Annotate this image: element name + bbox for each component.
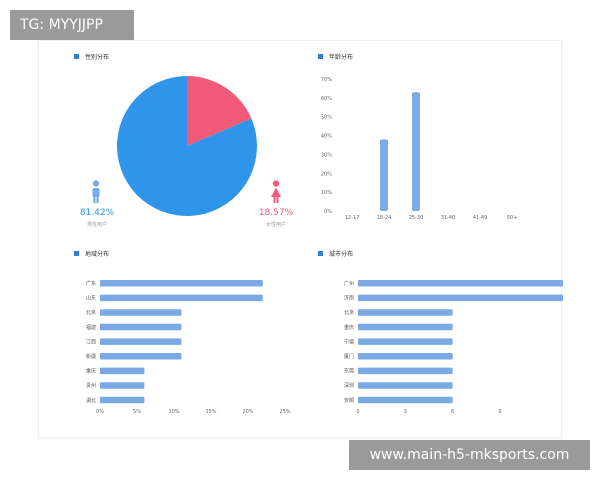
female-caption: 女性用户: [265, 222, 286, 228]
city-category-label: 广州: [344, 280, 354, 287]
city-xtick-label: 3: [404, 409, 407, 415]
region-title-text: 地域分布: [85, 251, 110, 258]
age-panel-title: 年龄分布: [318, 52, 353, 61]
age-ytick-label: 10%: [321, 190, 332, 196]
title-marker-icon: [74, 54, 79, 59]
region-bar: [100, 338, 182, 345]
city-category-label: 济南: [344, 295, 354, 302]
city-category-label: 重庆: [344, 324, 354, 331]
region-bar: [100, 280, 263, 287]
male-user-icon: [91, 180, 101, 204]
male-percent-label: 81.42%: [79, 208, 115, 218]
city-bar: [358, 294, 563, 302]
region-category-label: 北京: [86, 309, 96, 316]
age-ytick-label: 0%: [324, 209, 332, 215]
age-xtick-label: 12-17: [345, 215, 360, 221]
age-xtick-label: 18-24: [377, 215, 392, 221]
city-bar: [358, 280, 563, 287]
age-xtick-label: 50+: [507, 215, 518, 221]
age-bar: [412, 92, 420, 211]
region-xtick-label: 5%: [133, 409, 141, 415]
city-category-label: 厦门: [344, 353, 354, 360]
city-title-text: 城市分布: [329, 251, 354, 258]
age-bar: [380, 139, 388, 211]
region-bar: [100, 353, 182, 360]
age-title-text: 年龄分布: [329, 54, 354, 61]
region-category-label: 广东: [86, 280, 96, 287]
region-category-label: 山东: [86, 295, 96, 302]
region-xtick-label: 25%: [279, 409, 290, 415]
age-ytick-label: 50%: [321, 115, 332, 121]
region-panel-title: 地域分布: [74, 249, 109, 258]
city-bar: [358, 323, 453, 331]
pie-slice-female: [187, 76, 252, 146]
region-category-label: 湖北: [86, 397, 96, 404]
age-xtick-label: 31-40: [441, 215, 456, 221]
region-bar: [100, 294, 263, 302]
age-xtick-label: 41-49: [473, 215, 488, 221]
gender-title-text: 性别分布: [85, 54, 110, 61]
city-bar: [358, 338, 453, 345]
region-category-label: 重庆: [86, 368, 96, 375]
region-xtick-label: 20%: [242, 409, 253, 415]
city-bar: [358, 309, 453, 316]
watermark-bottom: www.main-h5-mksports.com: [349, 440, 590, 470]
region-bar: [100, 323, 182, 331]
age-xtick-label: 25-30: [409, 215, 424, 221]
female-user-icon: [270, 180, 282, 204]
city-category-label: 北京: [344, 309, 354, 316]
region-xtick-label: 10%: [168, 409, 179, 415]
city-xtick-label: 9: [498, 409, 501, 415]
city-category-label: 宁德: [344, 338, 354, 345]
pie-slice-male: [116, 76, 258, 217]
region-bar: [100, 382, 145, 389]
title-marker-icon: [318, 251, 323, 256]
city-bar: [358, 382, 453, 389]
region-xtick-label: 0%: [96, 409, 104, 415]
city-bar: [358, 353, 453, 360]
city-panel-title: 城市分布: [318, 249, 353, 258]
city-bar: [358, 396, 453, 404]
region-category-label: 新疆: [86, 353, 96, 360]
region-bar: [100, 309, 182, 316]
age-ytick-label: 30%: [321, 152, 332, 158]
female-percent-label: 18.57%: [258, 208, 294, 218]
city-xtick-label: 0: [356, 409, 359, 415]
age-ytick-label: 70%: [321, 77, 332, 83]
city-xtick-label: 6: [451, 409, 454, 415]
title-marker-icon: [318, 54, 323, 59]
age-ytick-label: 40%: [321, 134, 332, 140]
title-marker-icon: [74, 251, 79, 256]
age-ytick-label: 20%: [321, 171, 332, 177]
region-category-label: 江西: [86, 338, 96, 345]
city-category-label: 安顺: [344, 397, 354, 404]
gender-panel-title: 性别分布: [74, 52, 109, 61]
city-bar: [358, 367, 453, 375]
male-caption: 男性用户: [86, 222, 107, 228]
city-category-label: 东莞: [344, 368, 354, 375]
region-bar: [100, 396, 145, 404]
region-bar: [100, 367, 145, 375]
watermark-top: TG: MYYJJPP: [10, 10, 134, 40]
city-category-label: 深圳: [344, 382, 354, 389]
region-category-label: 贵州: [86, 382, 96, 389]
region-xtick-label: 15%: [205, 409, 216, 415]
region-category-label: 福建: [86, 324, 96, 331]
age-ytick-label: 60%: [321, 96, 332, 102]
